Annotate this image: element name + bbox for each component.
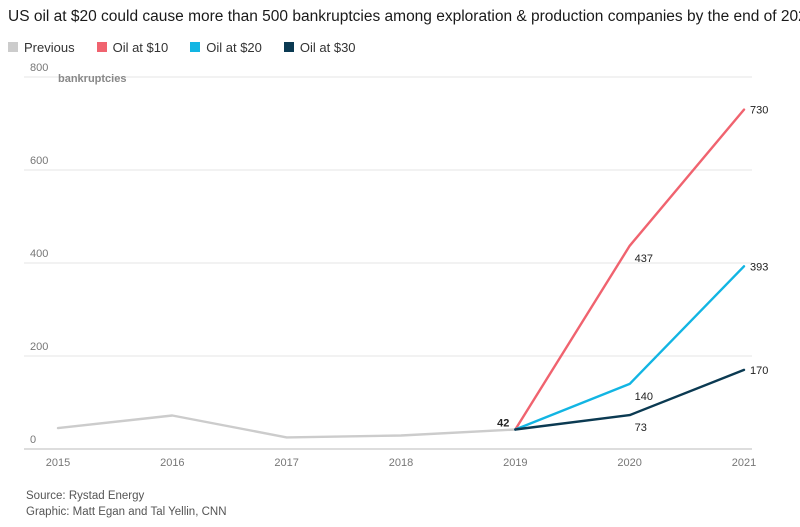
series-line-oil-20 — [514, 265, 746, 431]
legend-item-previous: Previous — [8, 40, 75, 55]
legend-swatch-oil-10 — [96, 42, 107, 52]
y-tick-label: 0 — [30, 434, 36, 446]
series-line-oil-30 — [514, 368, 746, 431]
y-tick-label: 400 — [30, 248, 48, 260]
y-tick-label: 800 — [30, 62, 48, 74]
legend-swatch-oil-20 — [190, 42, 201, 52]
y-axis-label: bankruptcies — [58, 73, 126, 85]
data-label: 140 — [635, 391, 653, 403]
x-tick-label: 2018 — [389, 457, 413, 469]
axis-labels: 0 200 400 600 800 bankruptcies 2015 2016 2017 201… — [30, 62, 756, 469]
x-tick-label: 2016 — [160, 457, 184, 469]
x-tick-label: 2019 — [503, 457, 527, 469]
data-label: 437 — [635, 253, 653, 265]
data-label: 170 — [750, 365, 768, 377]
x-tick-label: 2015 — [46, 457, 70, 469]
source-note: Source: Rystad Energy — [26, 490, 145, 502]
data-label: 393 — [750, 261, 768, 273]
data-labels: 42 437 140 73 730 393 170 — [497, 105, 768, 435]
legend-item-oil-20: Oil at $20 — [190, 40, 262, 55]
legend-label-oil-20: Oil at $20 — [206, 39, 262, 55]
legend: Previous Oil at $10 Oil at $20 Oil at $3… — [8, 39, 378, 55]
chart-title: US oil at $20 could cause more than 500 … — [8, 8, 800, 25]
data-label: 73 — [635, 422, 647, 434]
legend-swatch-previous — [8, 42, 18, 52]
series-line-previous — [56, 414, 517, 439]
series-lines — [56, 108, 746, 439]
legend-label-oil-30: Oil at $30 — [299, 39, 356, 55]
legend-label-previous: Previous — [24, 39, 75, 55]
gridlines — [24, 76, 752, 450]
y-tick-label: 200 — [30, 341, 48, 353]
data-label: 730 — [750, 105, 768, 117]
legend-swatch-oil-30 — [283, 42, 294, 52]
legend-item-oil-30: Oil at $30 — [283, 39, 356, 55]
x-tick-label: 2021 — [732, 457, 756, 469]
series-line-oil-10 — [514, 108, 746, 431]
data-label: 42 — [497, 417, 509, 429]
legend-item-oil-10: Oil at $10 — [96, 39, 169, 55]
legend-label-oil-10: Oil at $10 — [112, 39, 169, 55]
graphic-credit: Graphic: Matt Egan and Tal Yellin, CNN — [26, 506, 227, 518]
y-tick-label: 600 — [30, 155, 48, 167]
footer: Source: Rystad Energy Graphic: Matt Egan… — [26, 488, 227, 520]
x-tick-label: 2020 — [617, 457, 641, 469]
x-tick-label: 2017 — [274, 457, 298, 469]
